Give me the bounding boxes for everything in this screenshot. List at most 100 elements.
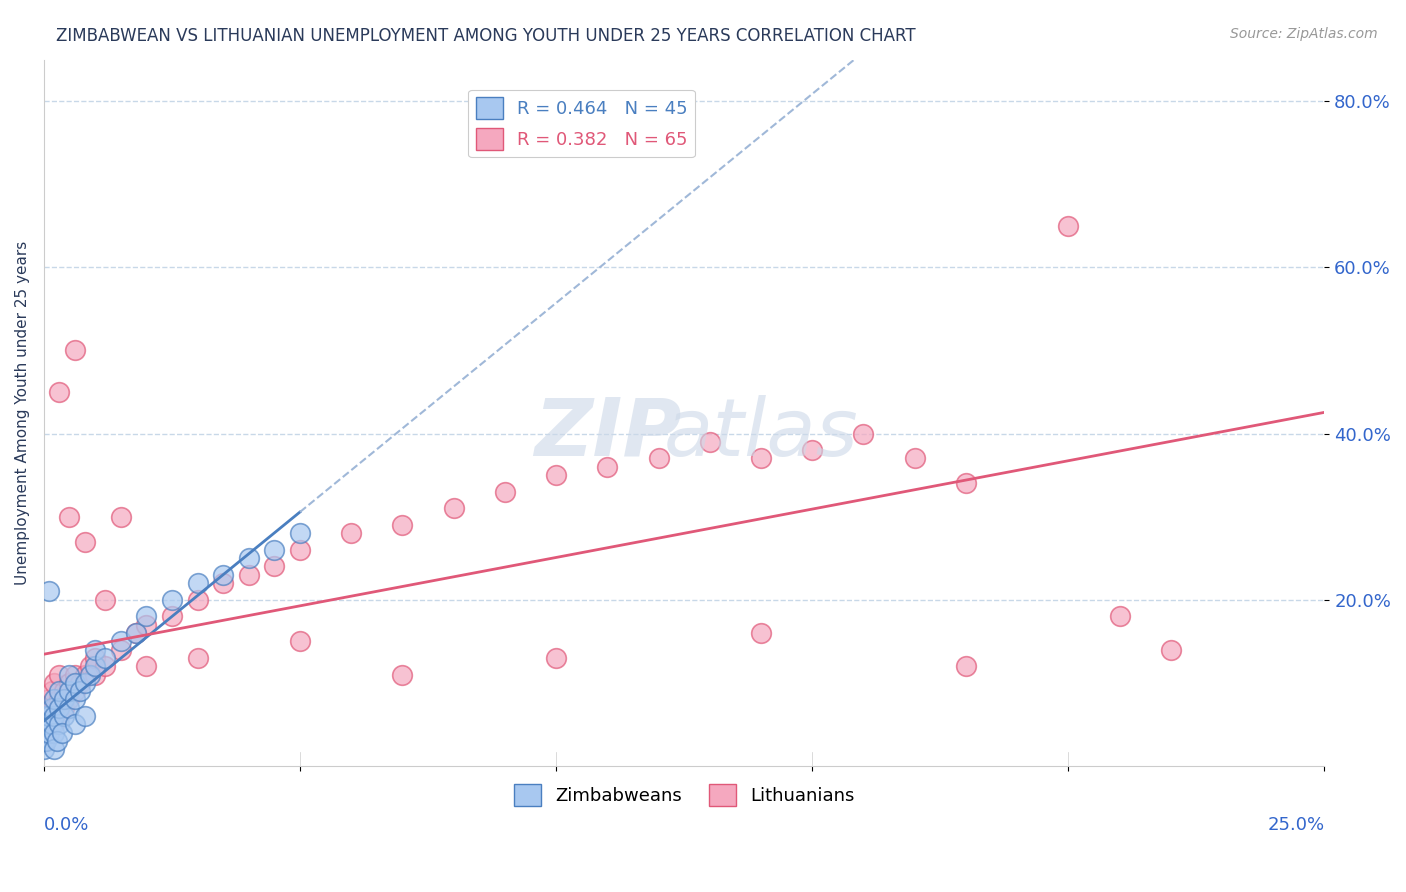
Point	[32, 734, 55, 748]
Point	[801, 443, 824, 458]
Point	[79, 659, 101, 673]
Point	[125, 626, 148, 640]
Point	[38, 717, 60, 731]
Point	[596, 459, 619, 474]
Point	[58, 509, 80, 524]
Point	[38, 725, 60, 739]
Point	[63, 684, 86, 698]
Point	[84, 667, 107, 681]
Point	[110, 642, 132, 657]
Point	[44, 692, 66, 706]
Y-axis label: Unemployment Among Youth under 25 years: Unemployment Among Youth under 25 years	[15, 241, 30, 585]
Point	[69, 684, 91, 698]
Point	[63, 667, 86, 681]
Point	[58, 667, 80, 681]
Point	[73, 534, 96, 549]
Point	[32, 717, 55, 731]
Point	[699, 434, 721, 449]
Point	[53, 684, 76, 698]
Point	[63, 692, 86, 706]
Point	[187, 651, 209, 665]
Point	[1160, 642, 1182, 657]
Point	[340, 526, 363, 541]
Point	[212, 576, 235, 591]
Point	[546, 468, 568, 483]
Point	[749, 451, 772, 466]
Point	[41, 709, 63, 723]
Point	[238, 551, 260, 566]
Point	[41, 700, 63, 714]
Point	[852, 426, 875, 441]
Point	[110, 509, 132, 524]
Point	[1057, 219, 1080, 233]
Point	[32, 742, 55, 756]
Point	[443, 501, 465, 516]
Point	[288, 542, 311, 557]
Point	[58, 700, 80, 714]
Point	[94, 651, 117, 665]
Point	[32, 717, 55, 731]
Point	[53, 700, 76, 714]
Point	[79, 667, 101, 681]
Point	[1108, 609, 1130, 624]
Point	[125, 626, 148, 640]
Point	[53, 709, 76, 723]
Point	[48, 717, 70, 731]
Text: atlas: atlas	[664, 395, 858, 473]
Point	[58, 675, 80, 690]
Point	[41, 717, 63, 731]
Point	[84, 659, 107, 673]
Point	[48, 684, 70, 698]
Point	[494, 484, 516, 499]
Point	[32, 709, 55, 723]
Point	[48, 692, 70, 706]
Point	[288, 634, 311, 648]
Point	[135, 659, 157, 673]
Point	[391, 517, 413, 532]
Point	[48, 700, 70, 714]
Point	[58, 684, 80, 698]
Text: ZIMBABWEAN VS LITHUANIAN UNEMPLOYMENT AMONG YOUTH UNDER 25 YEARS CORRELATION CHA: ZIMBABWEAN VS LITHUANIAN UNEMPLOYMENT AM…	[56, 27, 915, 45]
Point	[187, 592, 209, 607]
Point	[263, 542, 285, 557]
Point	[160, 592, 183, 607]
Point	[32, 700, 55, 714]
Point	[84, 642, 107, 657]
Point	[238, 567, 260, 582]
Point	[187, 576, 209, 591]
Text: Source: ZipAtlas.com: Source: ZipAtlas.com	[1230, 27, 1378, 41]
Point	[73, 667, 96, 681]
Point	[63, 717, 86, 731]
Point	[35, 709, 58, 723]
Point	[48, 667, 70, 681]
Point	[263, 559, 285, 574]
Point	[955, 659, 977, 673]
Point	[58, 692, 80, 706]
Point	[38, 584, 60, 599]
Point	[53, 692, 76, 706]
Point	[73, 709, 96, 723]
Point	[44, 675, 66, 690]
Point	[44, 725, 66, 739]
Point	[288, 526, 311, 541]
Point	[45, 734, 67, 748]
Point	[69, 675, 91, 690]
Point	[51, 725, 73, 739]
Point	[110, 634, 132, 648]
Point	[35, 734, 58, 748]
Text: 0.0%: 0.0%	[44, 816, 89, 834]
Legend: Zimbabweans, Lithuanians: Zimbabweans, Lithuanians	[506, 777, 862, 814]
Point	[212, 567, 235, 582]
Text: ZIP: ZIP	[534, 395, 681, 473]
Point	[955, 476, 977, 491]
Point	[160, 609, 183, 624]
Point	[32, 734, 55, 748]
Point	[32, 725, 55, 739]
Point	[84, 651, 107, 665]
Point	[391, 667, 413, 681]
Point	[749, 626, 772, 640]
Point	[63, 343, 86, 358]
Point	[44, 717, 66, 731]
Point	[73, 675, 96, 690]
Point	[94, 659, 117, 673]
